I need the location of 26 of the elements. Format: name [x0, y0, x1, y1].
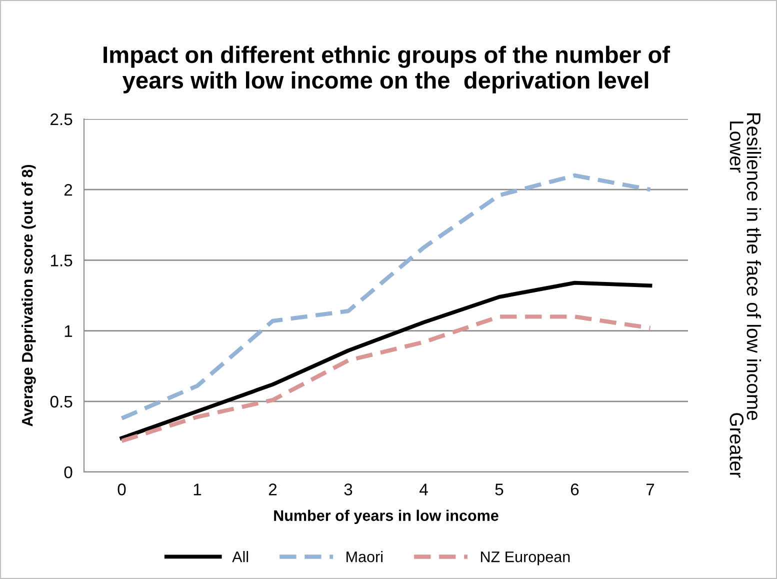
y2-axis-title: Resilience in the face of low income [746, 113, 762, 420]
legend-label: All [232, 551, 248, 562]
line-series [120, 280, 652, 440]
x-tick-label: 6 [570, 484, 579, 496]
x-tick-label: 7 [646, 484, 654, 496]
y-tick-label: 1 [64, 325, 72, 337]
x-tick-label: 1 [194, 484, 202, 496]
x-tick-label: 4 [420, 484, 428, 496]
y-tick-label: 2 [64, 184, 72, 196]
y-tick-label: 2.5 [50, 113, 72, 126]
y-tick-label: 0 [64, 466, 72, 478]
x-tick-label: 3 [344, 484, 352, 496]
x-axis-title: Number of years in low income [274, 510, 498, 524]
text: Lower [730, 122, 744, 173]
x-tick-label: 0 [118, 484, 126, 496]
y-tick-label: 1.5 [50, 254, 72, 266]
x-tick-label: 2 [268, 484, 277, 496]
legend-label: Maori [346, 551, 382, 562]
y-tick-label: 0.5 [50, 396, 72, 408]
y-axis-title: Average Deprivation score (out of 8) [22, 164, 36, 426]
text: Greater [730, 413, 744, 478]
line-series [120, 314, 652, 444]
legend-label: NZ European [481, 552, 570, 566]
x-tick-label: 5 [495, 484, 504, 496]
chart-title: Impact on different ethnic groups of the number of years with low income on the deprivation level [104, 46, 670, 94]
line-series [120, 173, 652, 420]
